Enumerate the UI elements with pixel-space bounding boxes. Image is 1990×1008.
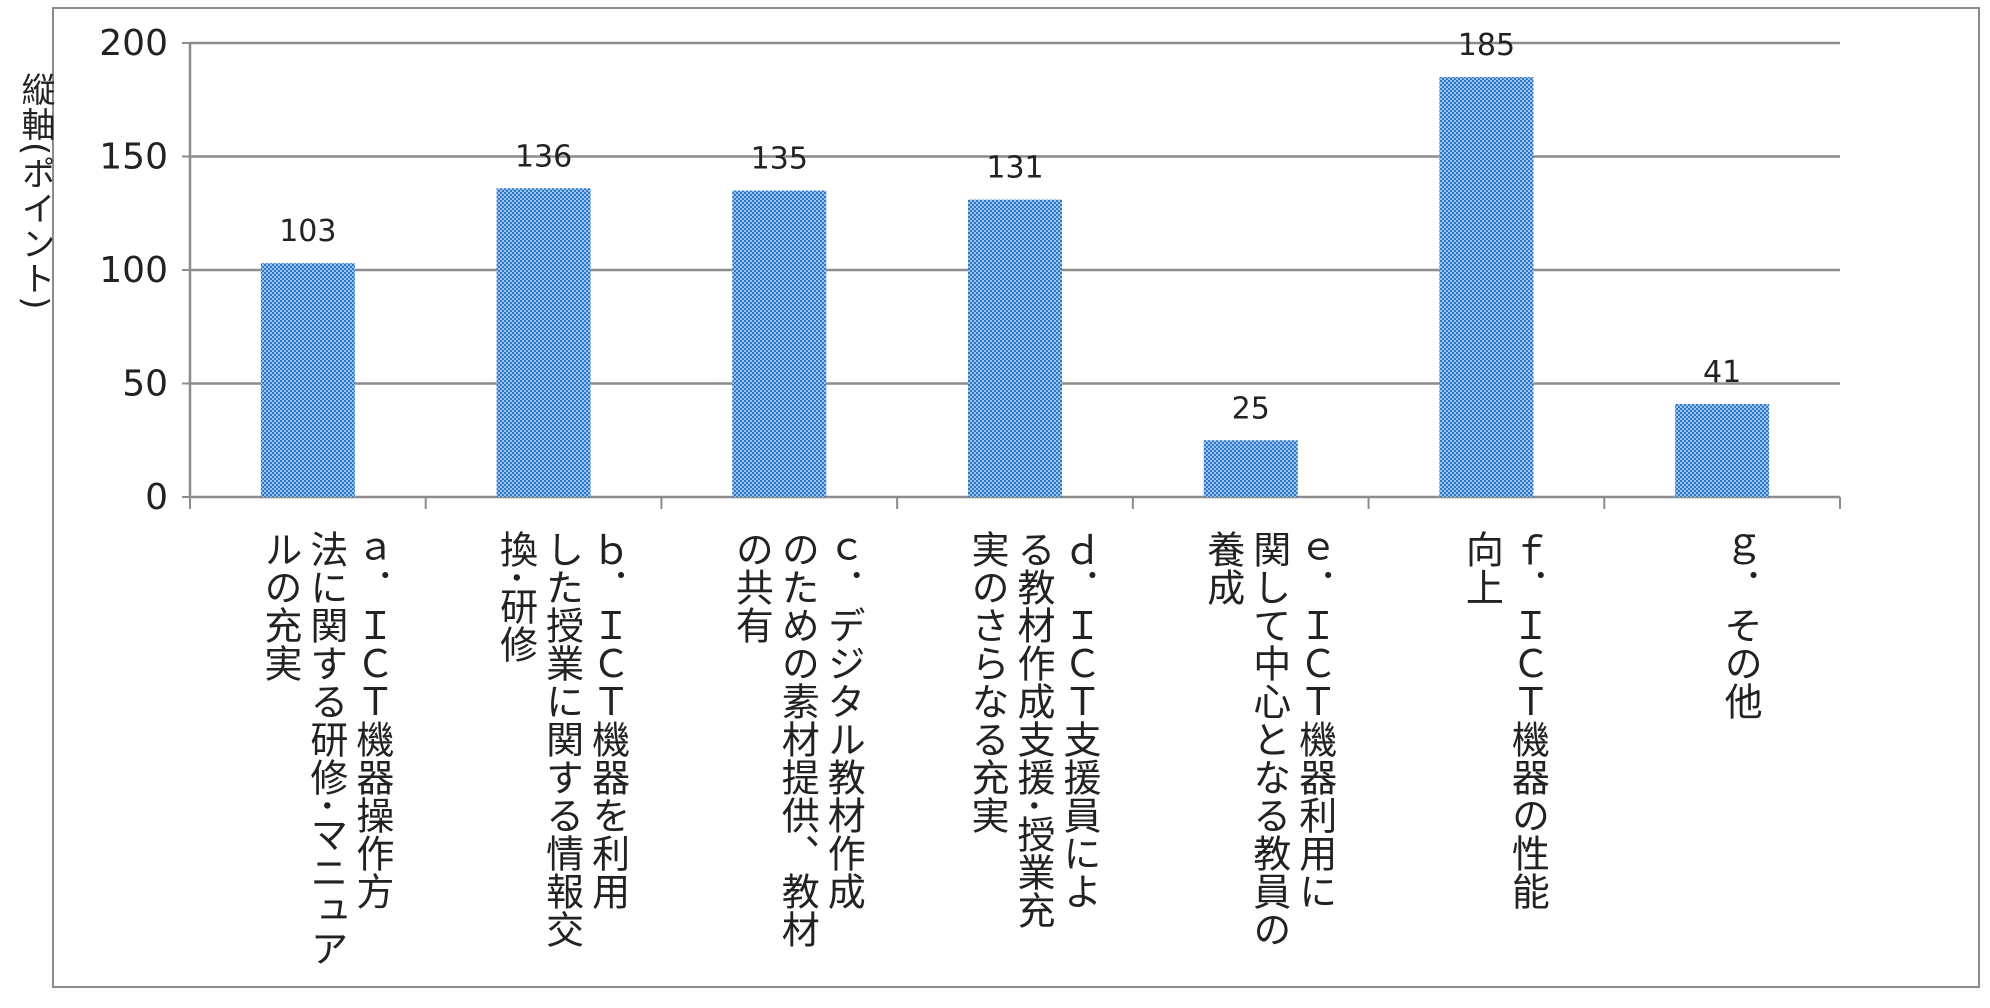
bar	[1203, 440, 1298, 497]
x-category-label: ｇ．その他	[1718, 530, 1763, 720]
data-label: 185	[1458, 28, 1515, 63]
y-tick-label: 0	[145, 477, 168, 518]
data-label: 25	[1232, 391, 1270, 426]
data-label: 131	[986, 151, 1043, 186]
x-category-label: ａ．ＩＣＴ機器操作方 法に関する研修･マニュア ルの充実	[257, 530, 394, 968]
x-category-label: ｆ．ＩＣＴ機器の性能 向上	[1459, 530, 1550, 910]
bar	[968, 199, 1062, 497]
data-label: 135	[751, 142, 808, 177]
data-label: 103	[279, 214, 336, 249]
bars	[260, 77, 1770, 498]
x-category-label: ｄ．ＩＣＴ支援員によ る教材作成支援･授業充 実のさらなる充実	[965, 530, 1101, 930]
bar	[496, 188, 591, 497]
data-labels: 103 136 135 131 25 185 41	[279, 28, 1741, 426]
bar	[260, 263, 355, 497]
x-category-label: ｃ．デジタル教材作成 のための素材提供、教材 の共有	[729, 530, 866, 948]
bar	[1439, 77, 1534, 498]
data-label: 136	[515, 139, 572, 174]
bar	[1675, 403, 1770, 497]
y-tick-label: 100	[99, 250, 168, 291]
bar	[732, 190, 827, 498]
y-tick-label: 50	[122, 364, 168, 405]
axes: 0 50 100 150 200	[99, 23, 1841, 518]
y-tick-label: 200	[99, 23, 168, 64]
y-axis-label: 縦軸(ポイント)	[15, 72, 55, 311]
y-tick-label: 150	[99, 137, 168, 178]
data-label: 41	[1703, 355, 1741, 390]
x-category-label: ｂ．ＩＣＴ機器を利用 した授業に関する情報交 換･研修	[493, 530, 630, 948]
x-category-label: ｅ．ＩＣＴ機器利用に 関して中心となる教員の 養成	[1200, 530, 1337, 948]
